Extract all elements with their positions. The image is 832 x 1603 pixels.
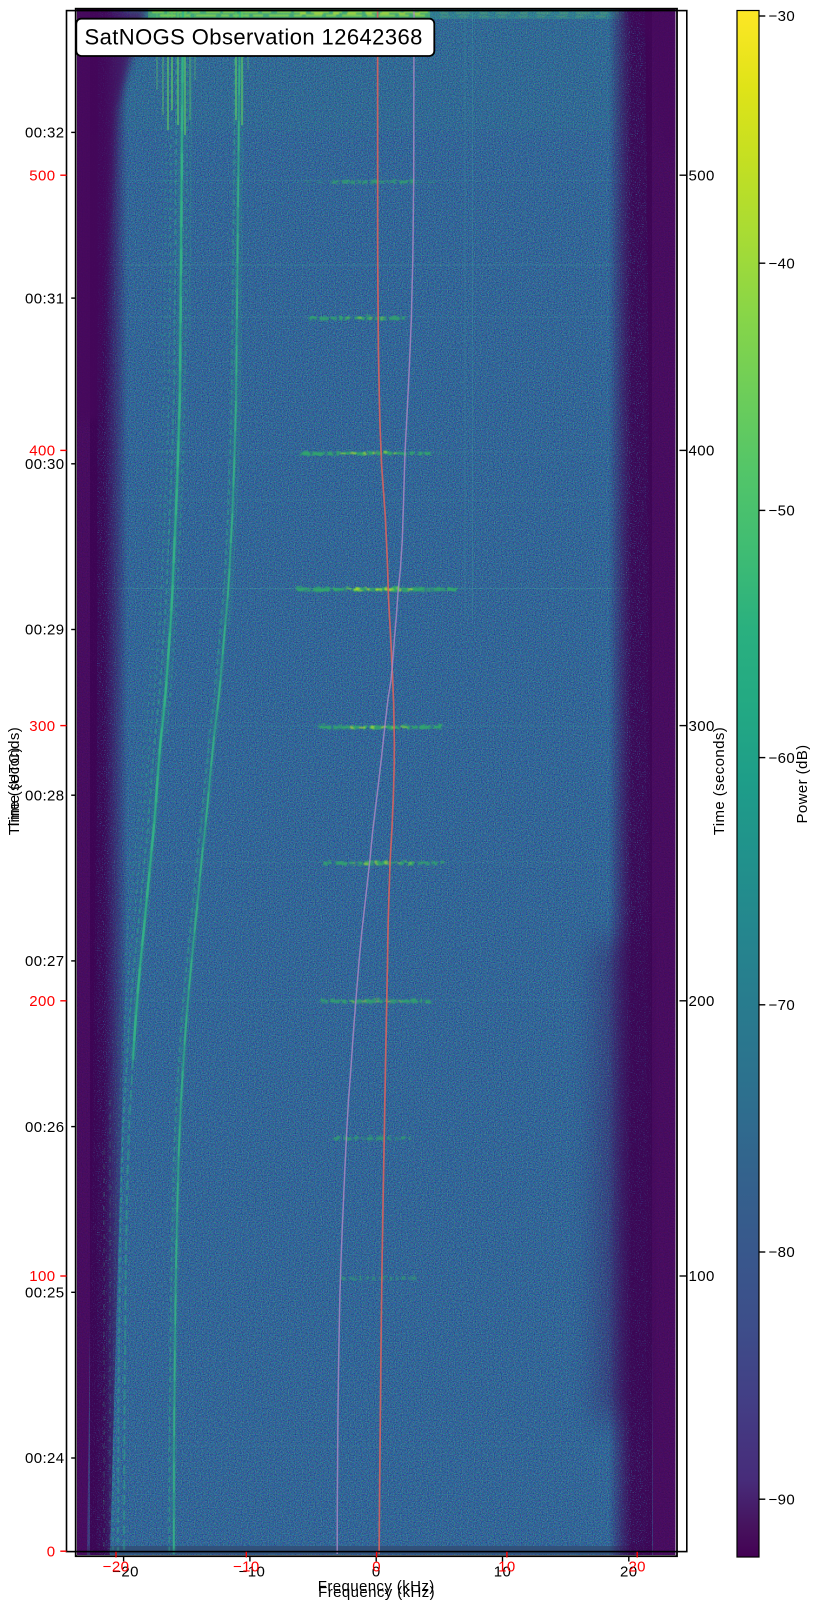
svg-text:00:32: 00:32 <box>25 125 65 142</box>
svg-text:−20: −20 <box>112 1564 139 1581</box>
svg-text:200: 200 <box>689 993 715 1010</box>
svg-text:Power (dB): Power (dB) <box>794 744 811 823</box>
svg-text:500: 500 <box>689 167 715 184</box>
svg-text:00:31: 00:31 <box>25 290 65 307</box>
svg-text:300: 300 <box>689 718 715 735</box>
svg-text:00:28: 00:28 <box>25 787 65 804</box>
svg-text:−70: −70 <box>769 997 796 1014</box>
svg-text:20: 20 <box>628 1559 646 1576</box>
svg-text:−40: −40 <box>769 255 796 272</box>
svg-text:−60: −60 <box>769 750 796 767</box>
svg-text:10: 10 <box>498 1559 516 1576</box>
svg-text:Frequency (kHz): Frequency (kHz) <box>318 1578 435 1595</box>
svg-text:Time (UTC): Time (UTC) <box>6 747 23 829</box>
svg-text:−50: −50 <box>769 503 796 520</box>
svg-text:00:27: 00:27 <box>25 953 65 970</box>
svg-text:−80: −80 <box>769 1244 796 1261</box>
svg-text:00:24: 00:24 <box>25 1450 65 1467</box>
svg-text:400: 400 <box>29 443 55 460</box>
svg-text:0: 0 <box>372 1559 381 1576</box>
svg-text:10: 10 <box>494 1564 512 1581</box>
svg-text:500: 500 <box>29 167 55 184</box>
svg-text:Time (seconds): Time (seconds) <box>6 727 23 835</box>
svg-text:−30: −30 <box>769 8 796 25</box>
svg-text:0: 0 <box>372 1564 381 1581</box>
svg-text:00:25: 00:25 <box>25 1285 65 1302</box>
svg-text:−10: −10 <box>239 1564 266 1581</box>
svg-text:00:26: 00:26 <box>25 1119 65 1136</box>
svg-text:20: 20 <box>620 1564 638 1581</box>
svg-text:−10: −10 <box>233 1559 260 1576</box>
svg-text:00:30: 00:30 <box>25 456 65 473</box>
svg-text:00:29: 00:29 <box>25 622 65 639</box>
svg-text:−90: −90 <box>769 1491 796 1508</box>
svg-text:100: 100 <box>29 1268 55 1285</box>
svg-text:Frequency (kHz): Frequency (kHz) <box>318 1584 435 1601</box>
svg-text:Time (seconds): Time (seconds) <box>711 727 728 835</box>
svg-text:200: 200 <box>29 993 55 1010</box>
svg-text:−20: −20 <box>103 1559 130 1576</box>
svg-text:400: 400 <box>689 443 715 460</box>
svg-text:0: 0 <box>47 1543 56 1560</box>
svg-text:300: 300 <box>29 718 55 735</box>
svg-text:SatNOGS Observation 12642368: SatNOGS Observation 12642368 <box>85 25 423 50</box>
svg-text:100: 100 <box>689 1268 715 1285</box>
